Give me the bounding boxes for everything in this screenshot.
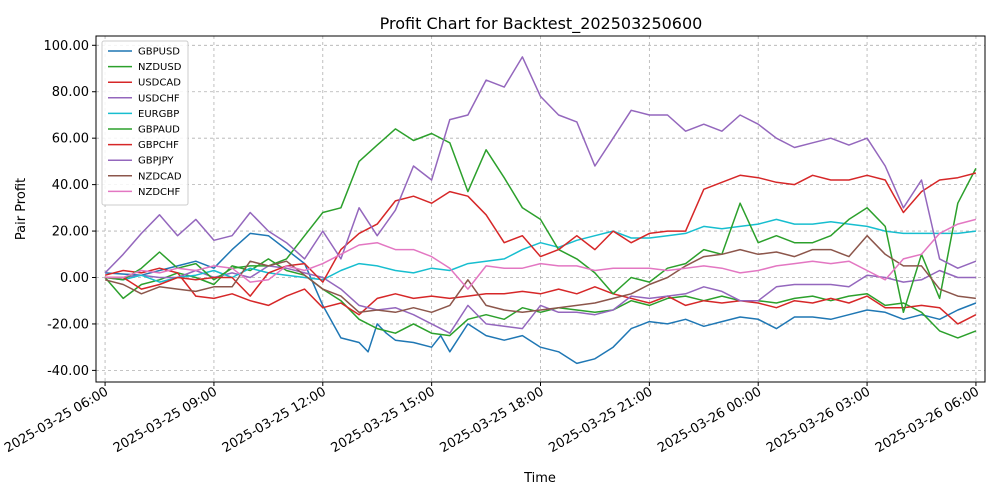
series-line-nzdusd bbox=[104, 258, 977, 339]
legend-label-nzdusd: NZDUSD bbox=[138, 62, 182, 73]
series-line-nzdcad bbox=[104, 234, 976, 314]
y-tick-label: 100.00 bbox=[44, 39, 90, 54]
y-tick-label: -40.00 bbox=[47, 364, 89, 379]
y-tick-label: 0.00 bbox=[60, 271, 89, 286]
legend-label-gbpchf: GBPCHF bbox=[138, 140, 179, 151]
legend: GBPUSD NZDUSD USDCAD USDCHF EURGBP GBPAUD GBPC… bbox=[101, 40, 189, 206]
series-line-gbpjpy bbox=[104, 56, 977, 274]
series-line-usdchf bbox=[105, 265, 976, 334]
legend-label-usdchf: USDCHF bbox=[138, 93, 180, 104]
legend-label-eurgbp: EURGBP bbox=[138, 109, 179, 120]
series-line-usdcad bbox=[104, 267, 977, 325]
legend-label-gbpjpy: GBPJPY bbox=[138, 156, 174, 167]
series-lines bbox=[104, 56, 977, 365]
series-line-nzdchf bbox=[105, 218, 977, 290]
series-line-gbpusd bbox=[105, 232, 977, 365]
series-line-gbpaud bbox=[105, 128, 977, 314]
legend-label-gbpusd: GBPUSD bbox=[138, 47, 180, 58]
y-tick-label: 40.00 bbox=[52, 178, 89, 193]
legend-label-gbpaud: GBPAUD bbox=[138, 125, 180, 136]
y-tick-label: 60.00 bbox=[52, 132, 89, 147]
series-line-gbpchf bbox=[105, 172, 977, 297]
y-tick-label: 80.00 bbox=[52, 85, 89, 100]
legend-label-nzdchf: NZDCHF bbox=[138, 187, 181, 198]
legend-label-nzdcad: NZDCAD bbox=[138, 171, 182, 182]
chart-title: Profit Chart for Backtest_202503250600 bbox=[380, 14, 703, 34]
x-axis-label: Time bbox=[523, 471, 556, 486]
y-tick-label: -20.00 bbox=[47, 317, 89, 332]
series-line-eurgbp bbox=[105, 218, 976, 283]
y-axis-label: Pair Profit bbox=[14, 178, 29, 240]
legend-label-usdcad: USDCAD bbox=[138, 78, 181, 89]
y-axis-ticks: -40.00 -20.00 0.00 20.00 40.00 60.00 80.00 100.… bbox=[44, 39, 96, 379]
y-tick-label: 20.00 bbox=[52, 225, 89, 240]
